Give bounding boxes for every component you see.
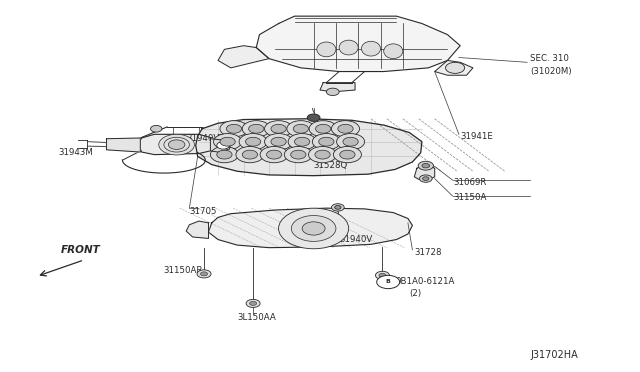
Circle shape <box>340 150 355 159</box>
Text: FRONT: FRONT <box>61 244 100 254</box>
Circle shape <box>150 125 162 132</box>
Circle shape <box>376 271 390 279</box>
Circle shape <box>308 147 337 163</box>
Circle shape <box>239 134 267 150</box>
Text: SEC. 310: SEC. 310 <box>531 54 569 63</box>
Circle shape <box>316 124 331 133</box>
Circle shape <box>217 142 230 149</box>
Circle shape <box>419 175 432 182</box>
Polygon shape <box>320 83 355 92</box>
Circle shape <box>248 124 264 133</box>
Text: J31702HA: J31702HA <box>531 350 578 360</box>
Circle shape <box>326 88 339 96</box>
Circle shape <box>236 147 264 163</box>
Circle shape <box>291 150 306 159</box>
Polygon shape <box>414 166 435 179</box>
Ellipse shape <box>339 40 358 55</box>
Text: B: B <box>386 279 390 285</box>
Circle shape <box>271 124 286 133</box>
Circle shape <box>266 150 282 159</box>
Polygon shape <box>209 208 412 248</box>
Circle shape <box>159 134 195 155</box>
Circle shape <box>243 121 270 137</box>
Text: 31705: 31705 <box>189 207 217 217</box>
Polygon shape <box>138 134 218 155</box>
Circle shape <box>422 177 429 180</box>
Text: 31150A: 31150A <box>454 193 487 202</box>
Circle shape <box>332 204 344 211</box>
Circle shape <box>307 114 320 121</box>
Circle shape <box>291 215 336 241</box>
Circle shape <box>333 147 362 163</box>
Circle shape <box>312 134 340 150</box>
Polygon shape <box>256 16 460 71</box>
Circle shape <box>422 163 429 168</box>
Text: 31940VB: 31940VB <box>186 134 225 142</box>
Circle shape <box>343 137 358 146</box>
Circle shape <box>319 137 334 146</box>
Circle shape <box>246 137 260 146</box>
Circle shape <box>200 272 207 276</box>
Circle shape <box>288 134 316 150</box>
Circle shape <box>445 62 465 73</box>
Circle shape <box>250 301 257 305</box>
Circle shape <box>315 150 330 159</box>
Text: 31728: 31728 <box>414 248 442 257</box>
Circle shape <box>278 208 349 249</box>
Circle shape <box>418 161 433 170</box>
Polygon shape <box>186 221 209 238</box>
Text: (2): (2) <box>409 289 421 298</box>
Circle shape <box>164 137 189 152</box>
Circle shape <box>293 124 308 133</box>
Circle shape <box>287 121 315 137</box>
Circle shape <box>246 299 260 308</box>
Polygon shape <box>196 119 422 176</box>
Circle shape <box>332 121 360 137</box>
Circle shape <box>197 270 211 278</box>
Circle shape <box>338 124 353 133</box>
Circle shape <box>264 134 292 150</box>
Circle shape <box>377 275 399 289</box>
Text: (31020M): (31020M) <box>531 67 572 76</box>
Circle shape <box>335 206 341 209</box>
Circle shape <box>379 273 386 278</box>
Circle shape <box>271 137 286 146</box>
Circle shape <box>168 140 185 150</box>
Circle shape <box>294 137 310 146</box>
Ellipse shape <box>362 41 381 56</box>
Circle shape <box>284 147 312 163</box>
Text: 31943M: 31943M <box>59 148 93 157</box>
Text: 31940V: 31940V <box>339 235 372 244</box>
Ellipse shape <box>317 42 336 57</box>
Circle shape <box>309 121 337 137</box>
Circle shape <box>220 121 248 137</box>
Text: 3L150AA: 3L150AA <box>237 312 276 321</box>
Circle shape <box>211 147 239 163</box>
Circle shape <box>227 124 242 133</box>
Text: 0B1A0-6121A: 0B1A0-6121A <box>395 278 454 286</box>
Text: 31069R: 31069R <box>454 178 487 187</box>
Circle shape <box>302 222 325 235</box>
Polygon shape <box>435 61 473 75</box>
Circle shape <box>260 147 288 163</box>
Circle shape <box>214 134 242 150</box>
Circle shape <box>220 137 236 146</box>
Circle shape <box>217 150 232 159</box>
Circle shape <box>264 121 292 137</box>
Text: 31941E: 31941E <box>460 132 493 141</box>
Text: 31150AB: 31150AB <box>164 266 204 275</box>
Text: 31528Q: 31528Q <box>314 161 348 170</box>
Ellipse shape <box>384 44 403 59</box>
Polygon shape <box>106 138 140 152</box>
Polygon shape <box>218 46 269 68</box>
Circle shape <box>243 150 257 159</box>
Polygon shape <box>211 139 231 152</box>
Circle shape <box>337 134 365 150</box>
